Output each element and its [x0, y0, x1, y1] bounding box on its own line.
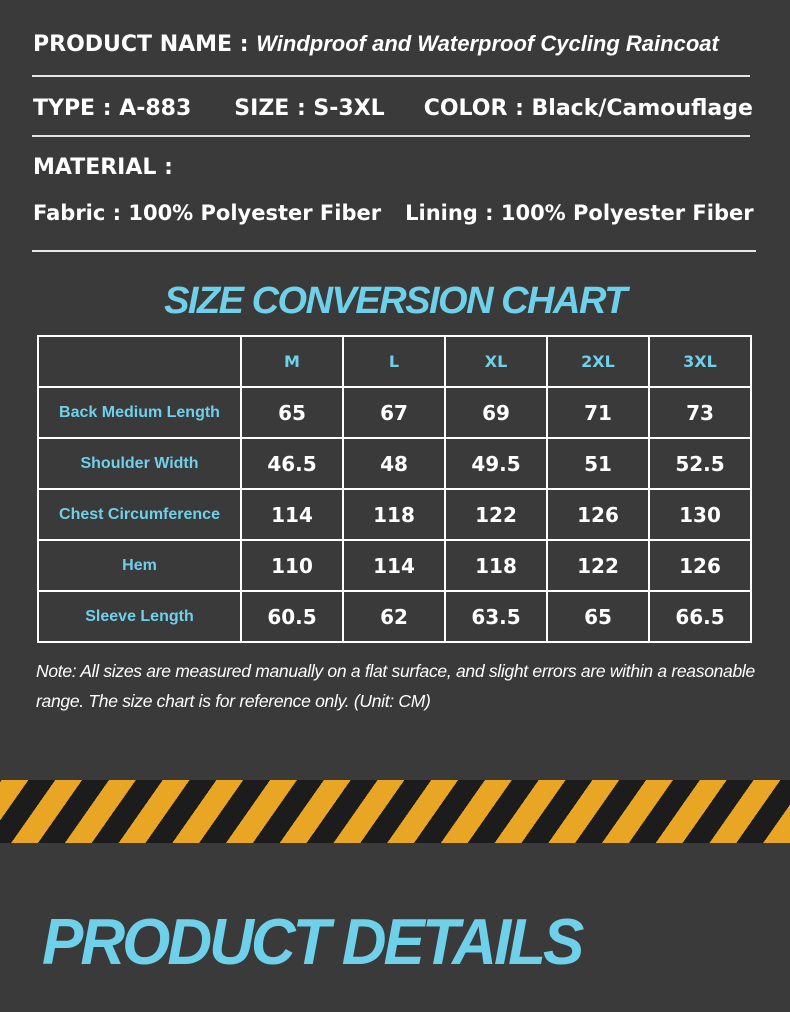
header-size-l: L — [342, 335, 446, 388]
table-cell: 118 — [342, 488, 446, 541]
header-size-2xl: 2XL — [546, 335, 650, 388]
product-name-value: Windproof and Waterproof Cycling Raincoa… — [256, 31, 719, 56]
table-cell: 63.5 — [444, 590, 548, 643]
header-size-m: M — [240, 335, 344, 388]
product-name-row: PRODUCT NAME : Windproof and Waterproof … — [33, 31, 719, 57]
measurement-note: Note: All sizes are measured manually on… — [36, 661, 755, 711]
product-color: COLOR : Black/Camouflage — [423, 96, 753, 121]
product-details-title: PRODUCT DETAILS — [42, 906, 584, 979]
table-cell: 73 — [648, 386, 752, 439]
row-label: Shoulder Width — [37, 437, 242, 490]
table-row: Shoulder Width 46.5 48 49.5 51 52.5 — [37, 437, 752, 490]
table-cell: 62 — [342, 590, 446, 643]
table-cell: 49.5 — [444, 437, 548, 490]
divider — [32, 250, 756, 252]
table-row: Chest Circumference 114 118 122 126 130 — [37, 488, 752, 541]
lining-text: Lining : 100% Polyester Fiber — [405, 201, 754, 225]
table-cell: 48 — [342, 437, 446, 490]
header-size-xl: XL — [444, 335, 548, 388]
row-label: Back Medium Length — [37, 386, 242, 439]
table-row: Back Medium Length 65 67 69 71 73 — [37, 386, 752, 439]
table-cell: 60.5 — [240, 590, 344, 643]
table-cell: 66.5 — [648, 590, 752, 643]
material-row: Fabric : 100% Polyester Fiber Lining : 10… — [33, 201, 754, 225]
table-header-row: M L XL 2XL 3XL — [37, 335, 752, 388]
divider — [32, 135, 750, 137]
table-cell: 114 — [240, 488, 344, 541]
table-cell: 46.5 — [240, 437, 344, 490]
table-cell: 67 — [342, 386, 446, 439]
table-cell: 114 — [342, 539, 446, 592]
table-cell: 126 — [546, 488, 650, 541]
header-corner-cell — [37, 335, 242, 388]
product-name-label: PRODUCT NAME : — [33, 32, 249, 57]
table-cell: 71 — [546, 386, 650, 439]
size-chart-title: SIZE CONVERSION CHART — [164, 280, 627, 322]
table-cell: 122 — [444, 488, 548, 541]
product-size: SIZE : S-3XL — [234, 96, 385, 121]
table-row: Sleeve Length 60.5 62 63.5 65 66.5 — [37, 590, 752, 643]
table-cell: 126 — [648, 539, 752, 592]
table-cell: 122 — [546, 539, 650, 592]
table-cell: 65 — [546, 590, 650, 643]
product-specs-row: TYPE : A-883 SIZE : S-3XL COLOR : Black/Ca… — [33, 96, 753, 121]
row-label: Hem — [37, 539, 242, 592]
hazard-stripe-divider — [0, 780, 790, 843]
size-chart-table: M L XL 2XL 3XL Back Medium Length 65 67 … — [37, 335, 752, 643]
table-cell: 65 — [240, 386, 344, 439]
table-cell: 110 — [240, 539, 344, 592]
table-row: Hem 110 114 118 122 126 — [37, 539, 752, 592]
table-cell: 52.5 — [648, 437, 752, 490]
table-cell: 51 — [546, 437, 650, 490]
table-cell: 69 — [444, 386, 548, 439]
row-label: Sleeve Length — [37, 590, 242, 643]
table-cell: 130 — [648, 488, 752, 541]
material-label: MATERIAL : — [33, 155, 173, 180]
product-type: TYPE : A-883 — [33, 96, 192, 121]
header-size-3xl: 3XL — [648, 335, 752, 388]
row-label: Chest Circumference — [37, 488, 242, 541]
fabric-text: Fabric : 100% Polyester Fiber — [33, 201, 382, 225]
table-cell: 118 — [444, 539, 548, 592]
divider — [32, 75, 750, 77]
